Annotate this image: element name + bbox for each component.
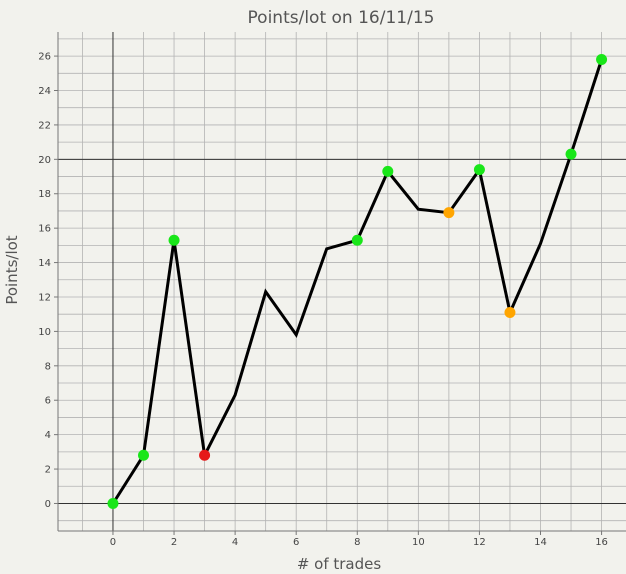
data-point-marker [351, 234, 363, 246]
x-tick-label: 4 [232, 537, 238, 548]
x-tick-label: 16 [595, 537, 608, 548]
data-markers [107, 54, 608, 509]
x-tick-label: 14 [534, 537, 547, 548]
x-tick-label: 0 [110, 537, 116, 548]
chart-title: Points/lot on 16/11/15 [248, 8, 435, 28]
data-point-marker [504, 306, 516, 318]
y-tick-label: 6 [45, 396, 51, 407]
x-tick-label: 10 [412, 537, 425, 548]
x-tick-label: 12 [473, 537, 486, 548]
y-tick-label: 4 [45, 430, 51, 441]
data-point-marker [199, 449, 211, 461]
x-axis-label: # of trades [297, 555, 382, 573]
y-tick-label: 12 [38, 292, 51, 303]
reference-lines [58, 32, 626, 531]
y-tick-label: 18 [38, 189, 51, 200]
y-tick-label: 26 [38, 52, 51, 63]
y-tick-label: 22 [38, 120, 51, 131]
y-tick-label: 14 [38, 258, 51, 269]
data-point-marker [382, 165, 394, 177]
grid [58, 32, 626, 531]
y-tick-label: 8 [45, 361, 51, 372]
data-point-marker [168, 234, 180, 246]
y-tick-label: 0 [45, 499, 51, 510]
data-point-marker [138, 449, 150, 461]
data-point-marker [443, 207, 455, 219]
x-tick-label: 2 [171, 537, 177, 548]
y-axis-label: Points/lot [3, 235, 21, 304]
y-tick-label: 10 [38, 327, 51, 338]
data-point-marker [565, 148, 577, 160]
data-point-marker [596, 54, 608, 66]
plot-frame [57, 32, 626, 532]
x-tick-label: 6 [293, 537, 299, 548]
y-tick-label: 16 [38, 224, 51, 235]
y-tick-label: 20 [38, 155, 51, 166]
data-point-marker [107, 497, 119, 509]
y-tick-label: 24 [38, 86, 51, 97]
x-tick-label: 8 [354, 537, 360, 548]
data-point-marker [473, 164, 485, 176]
y-tick-label: 2 [45, 465, 51, 476]
x-axis-ticks: 0 2 4 6 8 10 12 14 16 [110, 531, 608, 548]
